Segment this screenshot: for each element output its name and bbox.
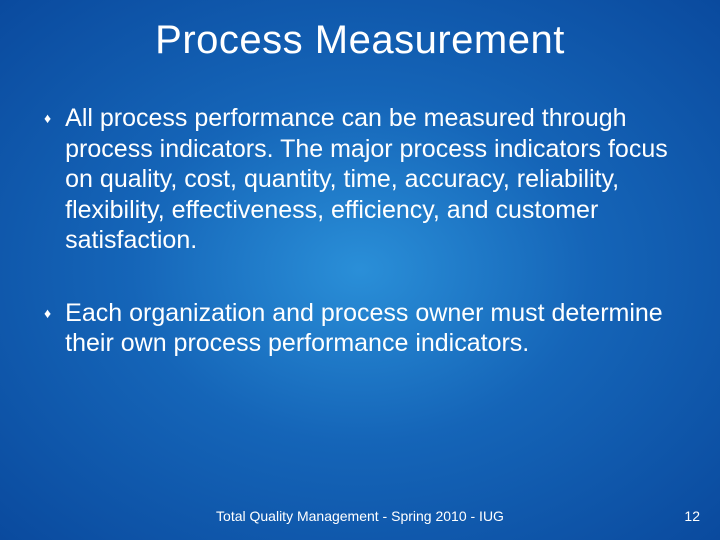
slide-content: ♦ All process performance can be measure…: [40, 103, 680, 540]
diamond-bullet-icon: ♦: [44, 103, 51, 133]
page-number: 12: [684, 508, 700, 524]
bullet-item: ♦ All process performance can be measure…: [40, 103, 680, 256]
bullet-item: ♦ Each organization and process owner mu…: [40, 298, 680, 359]
diamond-bullet-icon: ♦: [44, 298, 51, 328]
bullet-text: All process performance can be measured …: [65, 103, 680, 256]
slide-footer: Total Quality Management - Spring 2010 -…: [0, 508, 720, 524]
bullet-text: Each organization and process owner must…: [65, 298, 680, 359]
slide-title: Process Measurement: [40, 18, 680, 63]
slide-container: Process Measurement ♦ All process perfor…: [0, 0, 720, 540]
